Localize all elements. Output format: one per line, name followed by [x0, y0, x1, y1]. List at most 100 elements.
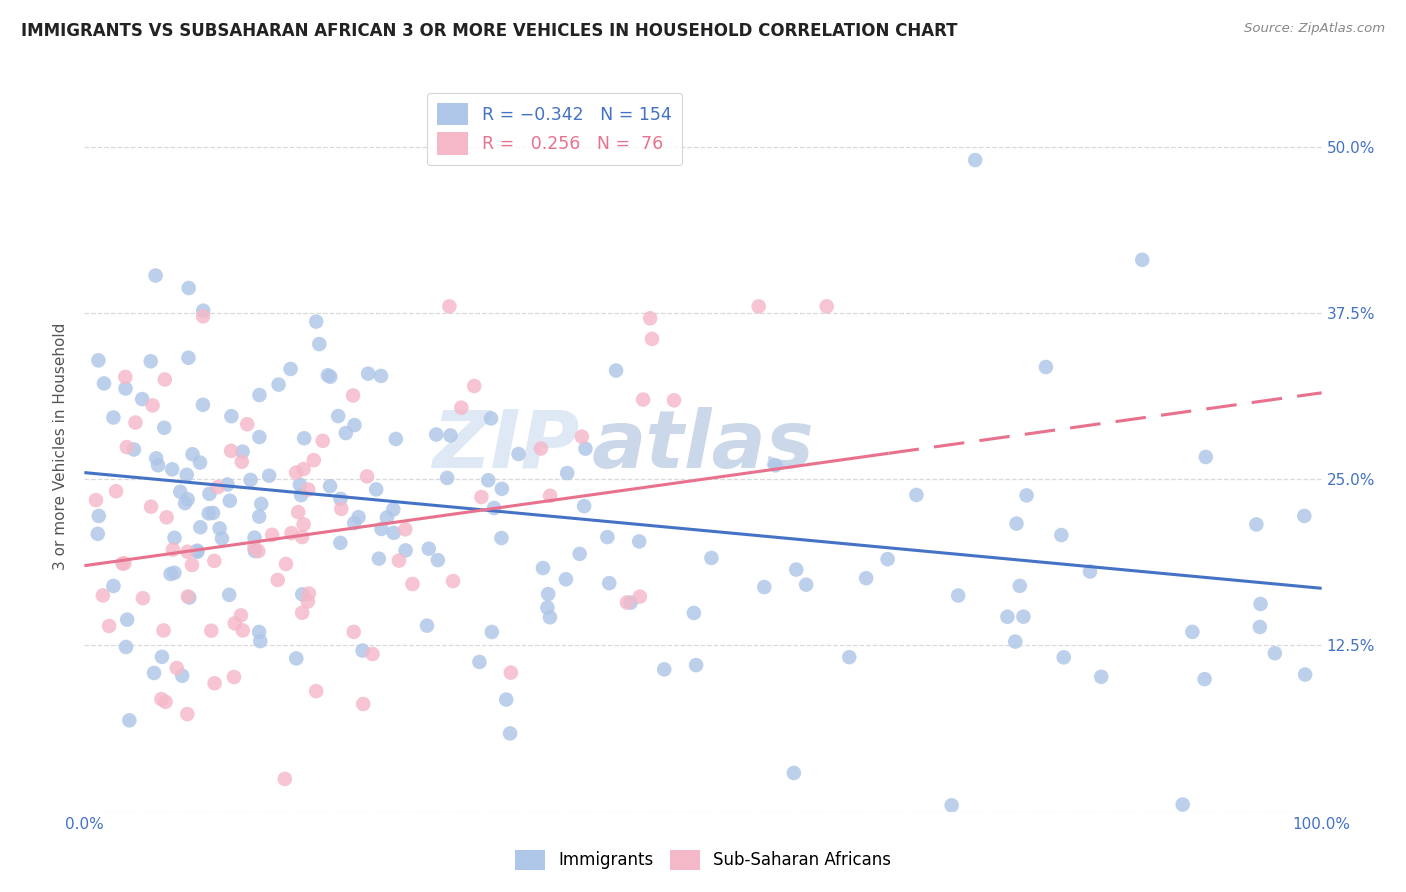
Point — [146, 458, 169, 473]
Point — [153, 372, 176, 386]
Point — [236, 417, 259, 432]
Point — [174, 496, 197, 510]
Point — [221, 409, 243, 424]
Point — [217, 477, 239, 491]
Point — [605, 363, 627, 377]
Point — [308, 337, 330, 351]
Text: IMMIGRANTS VS SUBSAHARAN AFRICAN 3 OR MORE VEHICLES IN HOUSEHOLD CORRELATION CHA: IMMIGRANTS VS SUBSAHARAN AFRICAN 3 OR MO… — [21, 22, 957, 40]
Point — [1012, 609, 1035, 624]
Point — [1008, 579, 1031, 593]
Point — [176, 707, 198, 722]
Point — [153, 421, 176, 435]
Point — [394, 522, 416, 536]
Point — [1171, 797, 1194, 812]
Point — [163, 531, 186, 545]
Point — [367, 551, 389, 566]
Point — [186, 543, 208, 558]
Point — [122, 442, 145, 457]
Point — [361, 647, 384, 661]
Point — [436, 471, 458, 485]
Point — [247, 509, 270, 524]
Point — [508, 447, 530, 461]
Point — [145, 451, 167, 466]
Point — [208, 521, 231, 535]
Point — [176, 467, 198, 482]
Point — [1294, 667, 1316, 681]
Point — [186, 545, 208, 559]
Point — [219, 443, 242, 458]
Point — [352, 643, 374, 657]
Point — [965, 153, 987, 167]
Point — [312, 434, 335, 448]
Point — [202, 554, 225, 568]
Point — [267, 377, 290, 392]
Point — [491, 482, 513, 496]
Point — [477, 473, 499, 487]
Point — [748, 299, 770, 313]
Point — [425, 427, 447, 442]
Point — [176, 492, 198, 507]
Point — [662, 393, 685, 408]
Point — [1294, 508, 1316, 523]
Point — [1090, 670, 1112, 684]
Point — [1004, 634, 1026, 648]
Point — [160, 462, 183, 476]
Point — [243, 541, 266, 555]
Point — [328, 409, 350, 423]
Point — [302, 453, 325, 467]
Point — [305, 684, 328, 698]
Point — [155, 510, 177, 524]
Point — [352, 697, 374, 711]
Point — [218, 588, 240, 602]
Point — [319, 369, 342, 384]
Point — [450, 401, 472, 415]
Point — [439, 299, 461, 313]
Point — [172, 669, 194, 683]
Point — [356, 469, 378, 483]
Point — [538, 489, 561, 503]
Point — [335, 425, 357, 440]
Point — [131, 392, 153, 406]
Point — [571, 430, 593, 444]
Point — [247, 430, 270, 444]
Point — [112, 557, 135, 571]
Point — [652, 662, 675, 676]
Point — [87, 508, 110, 523]
Point — [218, 493, 240, 508]
Point — [316, 368, 339, 383]
Point — [292, 462, 315, 476]
Point — [262, 528, 284, 542]
Point — [536, 600, 558, 615]
Point — [370, 522, 392, 536]
Point — [1078, 565, 1101, 579]
Point — [342, 388, 364, 402]
Point — [905, 488, 928, 502]
Point — [468, 655, 491, 669]
Point — [616, 595, 638, 609]
Point — [997, 609, 1019, 624]
Point — [343, 418, 366, 433]
Point — [620, 596, 643, 610]
Point — [124, 416, 146, 430]
Point — [628, 590, 651, 604]
Point — [370, 368, 392, 383]
Point — [177, 590, 200, 604]
Point — [388, 554, 411, 568]
Y-axis label: 3 or more Vehicles in Household: 3 or more Vehicles in Household — [53, 322, 69, 570]
Point — [628, 534, 651, 549]
Point — [250, 497, 273, 511]
Point — [150, 692, 173, 706]
Point — [93, 376, 115, 391]
Point — [239, 473, 262, 487]
Point — [177, 351, 200, 365]
Point — [292, 431, 315, 445]
Point — [111, 557, 134, 571]
Point — [794, 577, 817, 591]
Point — [103, 579, 125, 593]
Point — [292, 517, 315, 532]
Point — [249, 388, 271, 402]
Point — [247, 624, 270, 639]
Point — [499, 726, 522, 740]
Point — [783, 766, 806, 780]
Point — [155, 695, 177, 709]
